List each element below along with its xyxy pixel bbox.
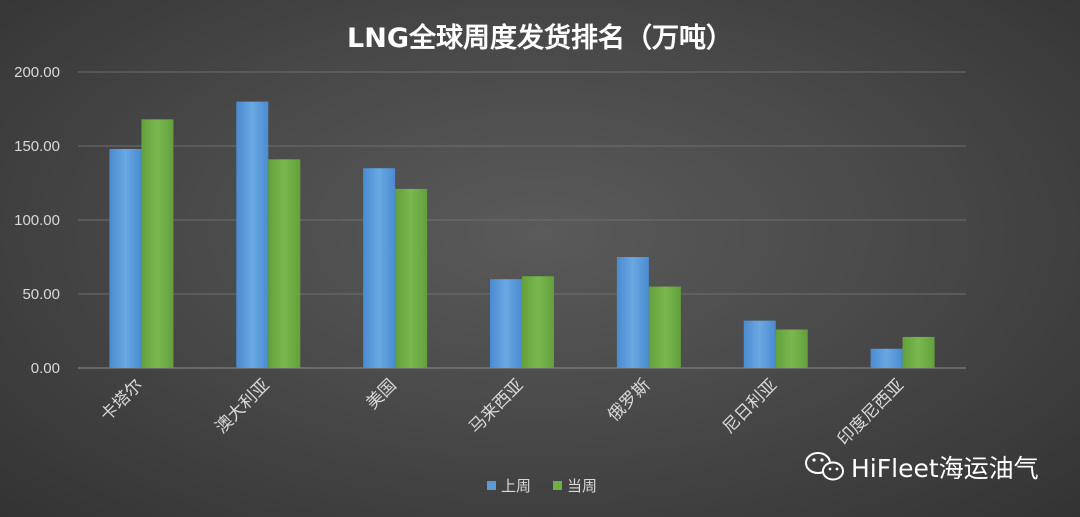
bar-last-week	[236, 101, 269, 368]
y-tick-label: 100.00	[14, 212, 60, 229]
y-axis-ticks: 0.00 50.00 100.00 150.00 200.00	[14, 64, 60, 377]
bar-this-week	[141, 119, 174, 368]
bar-this-week	[648, 286, 681, 368]
bar-last-week	[109, 148, 142, 368]
x-tick-label: 美国	[362, 375, 400, 413]
gridlines	[78, 71, 966, 369]
watermark: HiFleet海运油气	[805, 452, 1039, 483]
bar-this-week	[522, 276, 554, 368]
bar-last-week	[616, 257, 649, 368]
wechat-icon	[805, 452, 844, 481]
bar-last-week	[870, 348, 903, 368]
x-tick-label: 卡塔尔	[97, 375, 147, 425]
x-tick-label: 澳大利亚	[212, 375, 274, 437]
chart-title: LNG全球周度发货排名（万吨）	[347, 22, 733, 54]
x-tick-label: 尼日利亚	[719, 375, 781, 437]
y-tick-label: 0.00	[31, 360, 60, 377]
bars	[109, 101, 935, 368]
bar-last-week	[363, 168, 396, 368]
bar-last-week	[490, 279, 522, 368]
x-tick-label: 印度尼西亚	[834, 375, 908, 449]
y-tick-label: 50.00	[22, 286, 60, 303]
bar-this-week	[775, 329, 808, 368]
x-tick-label: 俄罗斯	[604, 375, 654, 425]
bar-this-week	[268, 159, 301, 368]
legend-label-1: 上周	[501, 477, 531, 495]
y-tick-label: 150.00	[14, 138, 60, 155]
legend-swatch-2	[553, 481, 562, 490]
watermark-text: HiFleet海运油气	[851, 454, 1039, 483]
bar-last-week	[743, 320, 776, 368]
x-tick-label: 马来西亚	[465, 375, 527, 437]
legend-label-2: 当周	[567, 477, 597, 495]
y-tick-label: 200.00	[14, 64, 60, 81]
bar-this-week	[395, 188, 428, 368]
x-axis-ticks: 卡塔尔 澳大利亚 美国 马来西亚 俄罗斯 尼日利亚 印度尼西亚	[97, 375, 908, 449]
bar-this-week	[902, 336, 935, 368]
legend-swatch-1	[487, 481, 496, 490]
legend: 上周 当周	[487, 477, 597, 495]
